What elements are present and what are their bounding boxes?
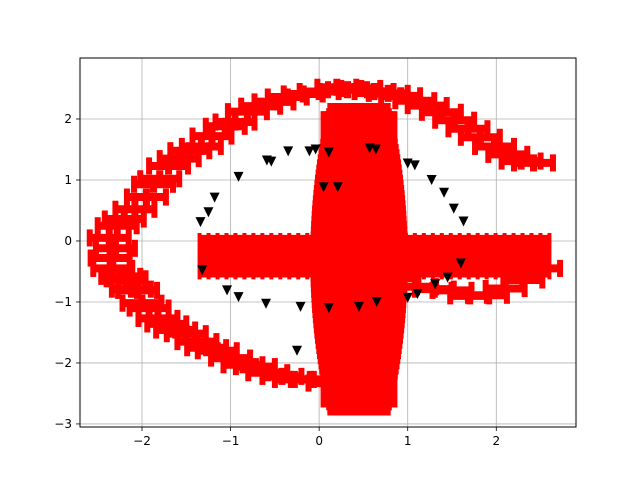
black-triangle-point: [442, 272, 453, 283]
y-tick-label: 1: [64, 173, 72, 187]
black-triangle-point: [197, 265, 208, 276]
y-tick-label: 0: [64, 234, 72, 248]
y-tick-label: −1: [54, 295, 72, 309]
black-triangle-point: [402, 158, 413, 169]
black-triangle-point: [370, 144, 381, 155]
x-tick-label: −1: [222, 434, 240, 448]
black-triangle-point: [222, 285, 233, 296]
black-triangle-point: [458, 216, 469, 227]
y-tick-label: 2: [64, 112, 72, 126]
x-tick-label: 1: [404, 434, 412, 448]
black-triangle-point: [295, 301, 306, 312]
black-triangle-point: [318, 182, 329, 193]
black-triangle-point: [310, 144, 321, 155]
black-triangle-point: [426, 174, 437, 185]
black-triangle-point: [354, 301, 364, 312]
x-tick-label: −2: [133, 434, 151, 448]
y-tick-label: −3: [54, 417, 72, 431]
axes-frame: [79, 57, 577, 428]
series-black-layer: [195, 143, 469, 356]
black-triangle-point: [261, 298, 271, 309]
black-triangle-point: [448, 203, 459, 214]
black-triangle-point: [292, 345, 302, 356]
series-red-layer: [86, 78, 564, 416]
black-triangle-point: [455, 258, 466, 269]
black-triangle-point: [323, 147, 334, 158]
black-triangle-point: [412, 289, 423, 300]
black-triangle-point: [233, 292, 244, 303]
x-tick-label: 0: [315, 434, 323, 448]
black-triangle-point: [439, 187, 450, 198]
black-triangle-point: [304, 146, 315, 157]
tick-layer: −2 −1 0 1 2 −3 −2 −1 0 1 2: [54, 112, 500, 448]
black-triangle-point: [402, 292, 413, 303]
black-triangle-point: [371, 296, 382, 307]
black-triangle-point: [409, 160, 420, 171]
black-triangle-point: [332, 182, 343, 193]
black-triangle-point: [430, 279, 441, 290]
black-triangle-point: [195, 217, 206, 228]
black-triangle-point: [283, 146, 294, 157]
black-triangle-point: [233, 171, 244, 182]
black-triangle-point: [266, 156, 277, 167]
black-triangle-point: [323, 303, 334, 314]
black-triangle-point: [203, 207, 214, 218]
black-triangle-point: [209, 192, 220, 203]
y-tick-label: −2: [54, 356, 72, 370]
x-tick-label: 2: [492, 434, 500, 448]
